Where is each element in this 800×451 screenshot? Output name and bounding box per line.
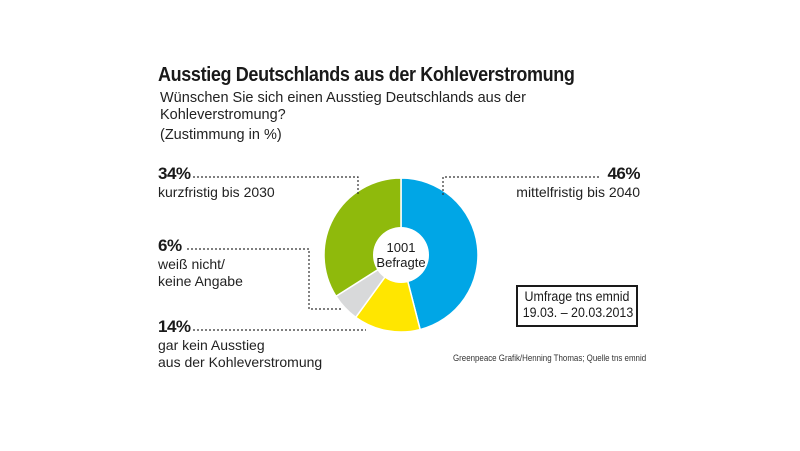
source-credit: Greenpeace Grafik/Henning Thomas; Quelle… bbox=[453, 353, 647, 363]
leader-line-34 bbox=[193, 176, 359, 194]
label-6-text-line2: keine Angabe bbox=[158, 273, 243, 289]
donut-hole bbox=[373, 227, 429, 283]
unit-note: (Zustimmung in %) bbox=[160, 127, 282, 143]
label-34: 34% kurzfristig bis 2030 bbox=[158, 164, 275, 201]
survey-info-line1: Umfrage tns emnid bbox=[524, 289, 630, 304]
label-14-text-line1: gar kein Ausstieg bbox=[158, 337, 265, 353]
pie-slice-46 bbox=[400, 177, 479, 331]
label-6-value: 6% bbox=[158, 236, 182, 255]
chart-title: Ausstieg Deutschlands aus der Kohleverst… bbox=[158, 64, 575, 86]
chart-subtitle: Wünschen Sie sich einen Ausstieg Deutsch… bbox=[160, 90, 526, 123]
label-6: 6% weiß nicht/ keine Angabe bbox=[158, 236, 243, 290]
center-label-text: Befragte bbox=[376, 255, 425, 270]
label-46-value: 46% bbox=[607, 164, 640, 183]
label-14-text-line2: aus der Kohleverstromung bbox=[158, 354, 323, 370]
label-34-text: kurzfristig bis 2030 bbox=[158, 184, 275, 200]
label-46-text: mittelfristig bis 2040 bbox=[516, 184, 640, 200]
label-34-value: 34% bbox=[158, 164, 191, 183]
center-label-count: 1001 bbox=[387, 240, 416, 255]
survey-info-box: Umfrage tns emnid 19.03. – 20.03.2013 bbox=[516, 285, 638, 327]
leader-line-6 bbox=[187, 248, 342, 310]
survey-info-line2: 19.03. – 20.03.2013 bbox=[522, 305, 634, 320]
label-6-text-line1: weiß nicht/ bbox=[158, 256, 225, 272]
leader-line-46 bbox=[442, 176, 600, 195]
label-14-value: 14% bbox=[158, 317, 191, 336]
label-14: 14% gar kein Ausstieg aus der Kohleverst… bbox=[158, 317, 322, 371]
